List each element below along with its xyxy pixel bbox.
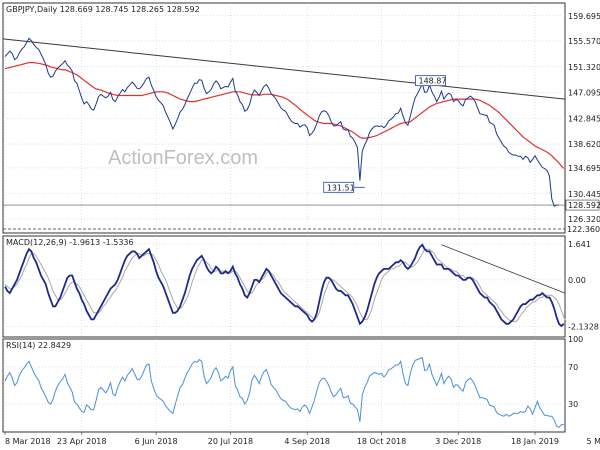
x-tick-label: 4 Sep 2018 (284, 437, 330, 446)
macd-panel-frame (2, 235, 566, 338)
rsi-grid (3, 339, 565, 432)
x-tick-label: 6 Jun 2018 (135, 437, 178, 446)
macd-y-tick-label: 1.641 (568, 240, 591, 249)
macd-trendline (441, 244, 566, 294)
rsi-y-tick-label: 70 (568, 363, 578, 372)
price-y-tick-label: 130.445 (568, 190, 600, 199)
rsi-y-axis: 100 70 30 (568, 335, 583, 409)
callout-high-text: 148.87 (418, 77, 446, 86)
price-line (4, 37, 560, 207)
price-y-tick-label: 126.320 (568, 215, 600, 224)
price-y-tick-label: 151.320 (568, 63, 600, 72)
macd-title: MACD(12,26,9) -1.9613 -1.5336 (6, 238, 134, 247)
price-y-tick-label: 142.845 (568, 114, 600, 123)
moving-average-line (4, 61, 565, 169)
last-price-label: 128.592 (565, 199, 600, 211)
macd-signal-line (4, 248, 567, 323)
rsi-line (4, 356, 564, 429)
price-panel-frame (2, 2, 566, 234)
price-y-tick-label: 155.570 (568, 37, 600, 46)
last-price-label-text: 128.592 (568, 201, 600, 210)
price-y-tick-label: 147.095 (568, 88, 600, 97)
rsi-panel-frame (2, 338, 566, 433)
rsi-y-tick-label: 30 (568, 400, 578, 409)
price-y-axis: 159.695 155.570 151.320 147.095 142.845 138.6… (568, 12, 600, 224)
x-tick-label: 18 Jan 2019 (511, 437, 559, 446)
x-tick-label: 20 Jul 2018 (208, 437, 253, 446)
macd-grid (3, 236, 565, 337)
last-price-label-box (565, 199, 600, 211)
rsi-panel: RSI(14) 22.8429 100 70 30 (2, 335, 583, 433)
date-x-axis: 8 Mar 2018 23 Apr 2018 6 Jun 2018 20 Jul 20… (4, 432, 600, 446)
x-tick-label: 3 Dec 2018 (435, 437, 481, 446)
price-header: GBPJPY,Daily 128.669 128.745 128.265 128… (6, 5, 200, 14)
price-panel: GBPJPY,Daily 128.669 128.745 128.265 128… (2, 2, 600, 234)
rsi-title: RSI(14) 22.8429 (6, 341, 71, 350)
price-y-tick-label: 159.695 (568, 12, 600, 21)
watermark-text: ActionForex.com (108, 147, 258, 169)
x-tick-label: 5 Mar 2019 (587, 437, 600, 446)
macd-y-tick-label: -2.1328 (568, 323, 599, 332)
callout-high: 148.87 (415, 75, 446, 87)
callout-high-box (415, 75, 446, 87)
price-y-tick-label: 134.695 (568, 164, 600, 173)
macd-y-tick-label: 0.00 (568, 276, 586, 285)
price-y-tick-label: 138.620 (568, 140, 600, 149)
price-trendline (2, 38, 566, 100)
macd-panel: MACD(12,26,9) -1.9613 -1.5336 1.641 0.00 -… (2, 235, 599, 338)
macd-y-axis: 1.641 0.00 -2.1328 (568, 240, 599, 332)
rsi-y-tick-label: 100 (568, 335, 583, 344)
x-tick-label: 23 Apr 2018 (57, 437, 106, 446)
price-grid (3, 3, 565, 233)
support-label: 122.360 (567, 225, 600, 234)
callout-low-text: 131.51 (327, 183, 355, 192)
x-tick-label: 8 Mar 2018 (5, 437, 51, 446)
callout-low: 131.51 (323, 181, 365, 193)
x-tick-label: 18 Oct 2018 (357, 437, 406, 446)
macd-line (4, 243, 565, 328)
